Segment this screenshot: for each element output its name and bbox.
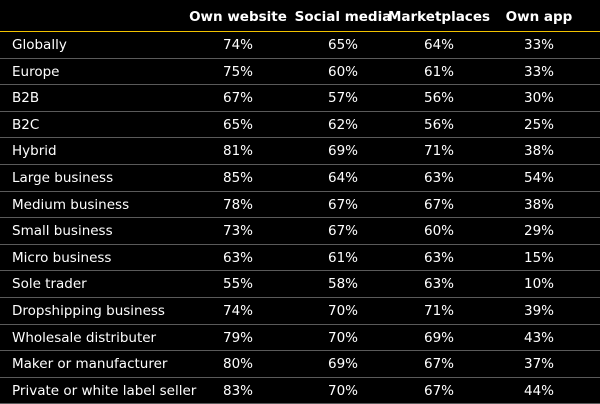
cell-own-website: 79% <box>222 329 253 346</box>
cell-social-media: 62% <box>327 116 358 133</box>
table-row: Europe 75% 60% 61% 33% <box>0 59 600 86</box>
cell-social-media: 58% <box>327 276 358 293</box>
table-row: Hybrid 81% 69% 71% 38% <box>0 138 600 165</box>
cell-own-app: 25% <box>523 116 554 133</box>
row-label: Sole trader <box>12 276 87 293</box>
cell-own-website: 81% <box>222 143 253 160</box>
cell-marketplaces: 67% <box>423 382 454 399</box>
cell-marketplaces: 63% <box>423 170 454 186</box>
table-row: Globally 74% 65% 64% 33% <box>0 32 600 59</box>
table-row: Medium business 78% 67% 67% 38% <box>0 192 600 219</box>
cell-own-app: 15% <box>523 249 554 266</box>
cell-marketplaces: 56% <box>423 90 454 107</box>
row-label: Small business <box>12 223 113 240</box>
table-row: Private or white label seller 83% 70% 67% 44… <box>0 378 600 404</box>
cell-own-app: 54% <box>523 170 554 186</box>
cell-marketplaces: 61% <box>423 63 454 80</box>
cell-marketplaces: 69% <box>423 329 454 346</box>
column-header-social-media: Social media <box>294 9 392 25</box>
table-row: Large business 85% 64% 63% 54% <box>0 165 600 192</box>
row-label: Dropshipping business <box>12 303 165 319</box>
cell-social-media: 69% <box>327 356 358 373</box>
cell-own-website: 74% <box>222 37 253 53</box>
cell-social-media: 64% <box>327 170 358 186</box>
cell-own-app: 10% <box>523 276 554 293</box>
row-label: Large business <box>12 170 114 186</box>
cell-social-media: 70% <box>327 303 358 319</box>
cell-own-website: 83% <box>222 382 253 399</box>
row-label: Wholesale distributer <box>12 329 157 346</box>
cell-own-website: 74% <box>222 303 253 319</box>
cell-own-app: 33% <box>523 37 554 53</box>
cell-social-media: 57% <box>327 90 358 107</box>
cell-marketplaces: 63% <box>423 249 454 266</box>
row-label: Maker or manufacturer <box>12 356 168 373</box>
cell-own-app: 38% <box>523 143 554 160</box>
table-row: Sole trader 55% 58% 63% 10% <box>0 271 600 298</box>
cell-own-app: 29% <box>523 223 554 240</box>
cell-marketplaces: 67% <box>423 356 454 373</box>
cell-own-app: 37% <box>523 356 554 373</box>
table-row: Maker or manufacturer 80% 69% 67% 37% <box>0 351 600 378</box>
table-row: Dropshipping business 74% 70% 71% 39% <box>0 298 600 325</box>
cell-own-app: 38% <box>523 196 554 213</box>
cell-social-media: 65% <box>327 37 358 53</box>
cell-social-media: 61% <box>327 249 358 266</box>
table-row: Small business 73% 67% 60% 29% <box>0 218 600 245</box>
cell-social-media: 67% <box>327 223 358 240</box>
column-header-own-website: Own website <box>189 9 287 25</box>
cell-marketplaces: 64% <box>423 37 454 53</box>
cell-own-website: 65% <box>222 116 253 133</box>
cell-marketplaces: 71% <box>423 143 454 160</box>
table-row: B2C 65% 62% 56% 25% <box>0 112 600 139</box>
cell-own-website: 67% <box>222 90 253 107</box>
cell-own-website: 75% <box>222 63 253 80</box>
cell-own-website: 63% <box>222 249 253 266</box>
row-label: Private or white label seller <box>12 382 197 399</box>
cell-own-website: 55% <box>222 276 253 293</box>
cell-social-media: 60% <box>327 63 358 80</box>
row-label: Hybrid <box>12 143 57 160</box>
row-label: Europe <box>12 63 60 80</box>
column-header-marketplaces: Marketplaces <box>387 9 491 25</box>
table-header-row: Own website Social media Marketplaces Ow… <box>0 0 600 32</box>
table-row: B2B 67% 57% 56% 30% <box>0 85 600 112</box>
cell-social-media: 70% <box>327 382 358 399</box>
cell-social-media: 69% <box>327 143 358 160</box>
cell-own-app: 39% <box>523 303 554 319</box>
table-row: Micro business 63% 61% 63% 15% <box>0 245 600 272</box>
cell-social-media: 67% <box>327 196 358 213</box>
row-label: Medium business <box>12 196 130 213</box>
cell-own-app: 30% <box>523 90 554 107</box>
cell-marketplaces: 67% <box>423 196 454 213</box>
column-header-own-app: Own app <box>505 9 573 25</box>
cell-own-website: 85% <box>222 170 253 186</box>
cell-own-app: 33% <box>523 63 554 80</box>
cell-own-website: 80% <box>222 356 253 373</box>
cell-own-website: 78% <box>222 196 253 213</box>
table-row: Wholesale distributer 79% 70% 69% 43% <box>0 325 600 352</box>
row-label: B2B <box>12 90 40 107</box>
cell-social-media: 70% <box>327 329 358 346</box>
cell-own-website: 73% <box>222 223 253 240</box>
cell-marketplaces: 56% <box>423 116 454 133</box>
row-label: Globally <box>12 37 67 53</box>
row-label: B2C <box>12 116 40 133</box>
cell-marketplaces: 60% <box>423 223 454 240</box>
cell-marketplaces: 63% <box>423 276 454 293</box>
cell-marketplaces: 71% <box>423 303 454 319</box>
cell-own-app: 43% <box>523 329 554 346</box>
row-label: Micro business <box>12 249 112 266</box>
cell-own-app: 44% <box>523 382 554 399</box>
